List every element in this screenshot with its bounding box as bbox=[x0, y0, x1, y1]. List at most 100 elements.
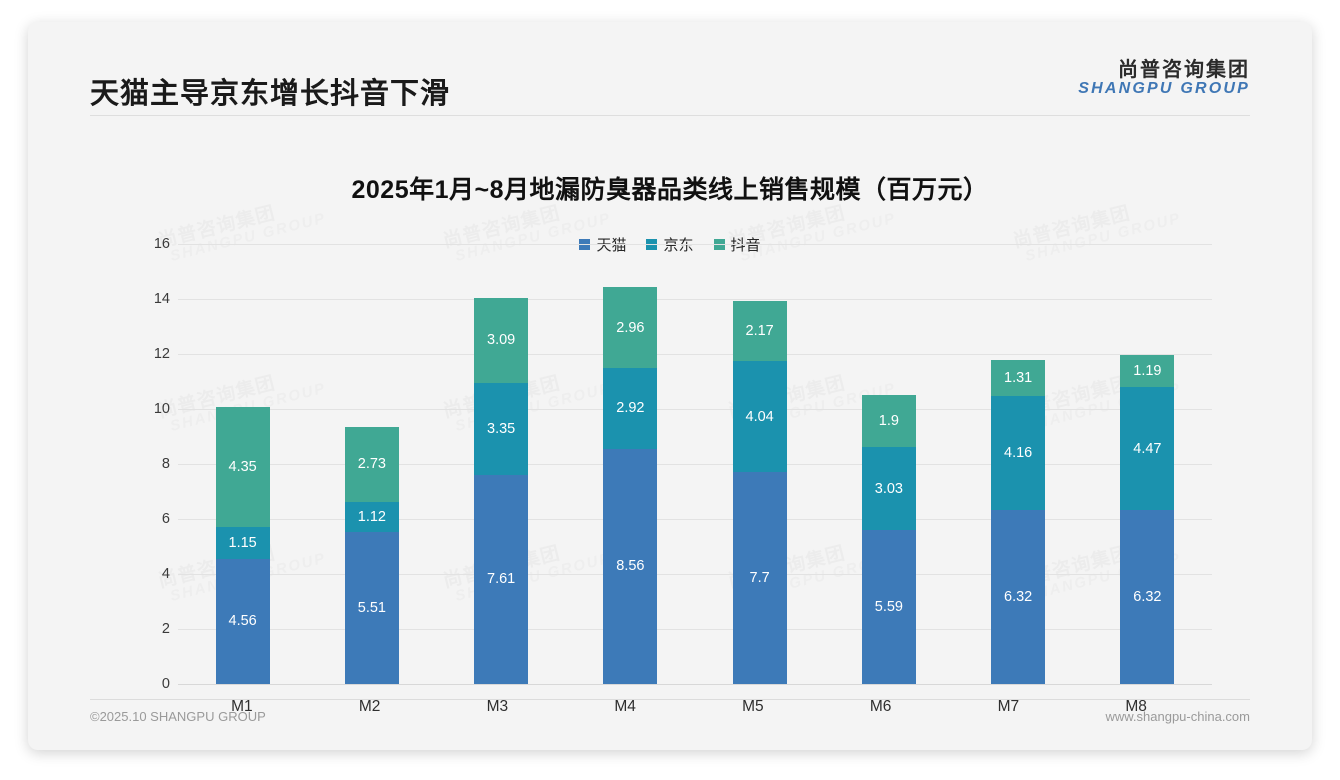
gridline bbox=[178, 574, 1212, 575]
bar-segment-抖音[interactable]: 2.73 bbox=[344, 426, 399, 502]
y-axis-tick-label: 12 bbox=[153, 346, 170, 362]
bar-value-label: 8.56 bbox=[616, 558, 645, 575]
bar-segment-抖音[interactable]: 1.31 bbox=[991, 359, 1046, 396]
bar-value-label: 5.59 bbox=[874, 599, 903, 616]
stacked-bar[interactable]: 8.56 2.92 2.96 bbox=[603, 286, 658, 684]
brand-logo: 尚普咨询集团 SHANGPU GROUP bbox=[1078, 60, 1250, 98]
chart-title: 2025年1月~8月地漏防臭器品类线上销售规模（百万元） bbox=[351, 176, 989, 204]
bar-segment-天猫[interactable]: 7.61 bbox=[474, 474, 529, 684]
bar-group-M5: 7.7 4.04 2.17 bbox=[695, 244, 824, 684]
stacked-bar[interactable]: 6.32 4.16 1.31 bbox=[991, 359, 1046, 684]
brand-logo-cn: 尚普咨询集团 bbox=[1118, 59, 1250, 81]
gridline bbox=[178, 519, 1212, 520]
bar-segment-抖音[interactable]: 1.19 bbox=[1120, 354, 1175, 388]
bar-value-label: 4.04 bbox=[745, 408, 774, 425]
bar-segment-抖音[interactable]: 3.09 bbox=[474, 297, 529, 383]
x-axis-label-M1: M1 bbox=[231, 698, 253, 715]
bar-segment-抖音[interactable]: 1.9 bbox=[861, 394, 916, 447]
slide-header: 天猫主导京东增长抖音下滑 尚普咨询集团 SHANGPU GROUP bbox=[28, 22, 1312, 116]
stacked-bar[interactable]: 4.56 1.15 4.35 bbox=[215, 407, 270, 684]
bar-value-label: 5.51 bbox=[357, 600, 386, 617]
bar-value-label: 4.16 bbox=[1004, 445, 1033, 461]
bar-value-label: 3.03 bbox=[874, 480, 903, 497]
gridline bbox=[178, 354, 1212, 355]
bar-segment-天猫[interactable]: 6.32 bbox=[1120, 510, 1175, 684]
bar-value-label: 3.35 bbox=[487, 420, 516, 437]
bar-segment-京东[interactable]: 3.35 bbox=[474, 382, 529, 475]
y-axis-tick-label: 16 bbox=[153, 236, 170, 252]
bar-value-label: 7.7 bbox=[749, 570, 770, 587]
y-axis-tick-label: 6 bbox=[161, 511, 170, 527]
bar-value-label: 7.61 bbox=[487, 571, 516, 588]
bar-value-label: 2.73 bbox=[357, 456, 386, 473]
bar-segment-京东[interactable]: 2.92 bbox=[603, 368, 658, 449]
stacked-bar[interactable]: 6.32 4.47 1.19 bbox=[1120, 354, 1175, 684]
bar-value-label: 6.32 bbox=[1133, 589, 1162, 606]
bar-value-label: 3.09 bbox=[487, 332, 516, 349]
chart-plot-area: 0 2 4 6 8 10 12 14 16 4.56 1.15 4.35 5.51 1.12 2.73 7.… bbox=[140, 236, 1212, 692]
bar-value-label: 1.9 bbox=[878, 412, 899, 429]
chart-x-axis: M1 M2 M3 M4 M5 M6 M7 M8 bbox=[178, 698, 1200, 716]
bar-group-M1: 4.56 1.15 4.35 bbox=[178, 244, 307, 684]
page-title: 天猫主导京东增长抖音下滑 bbox=[90, 78, 451, 110]
chart-bars: 4.56 1.15 4.35 5.51 1.12 2.73 7.61 3.35 3.09 8.56… bbox=[178, 244, 1212, 684]
stacked-bar[interactable]: 5.59 3.03 1.9 bbox=[861, 394, 916, 684]
bar-segment-京东[interactable]: 4.04 bbox=[732, 361, 787, 473]
bar-value-label: 4.47 bbox=[1133, 440, 1162, 457]
bar-value-label: 4.56 bbox=[228, 613, 257, 630]
gridline bbox=[178, 409, 1212, 410]
gridline bbox=[178, 629, 1212, 630]
bar-segment-京东[interactable]: 4.16 bbox=[991, 395, 1046, 511]
header-divider bbox=[90, 115, 1250, 116]
footer-copyright: ©2025.10 SHANGPU GROUP bbox=[90, 709, 266, 724]
bar-group-M2: 5.51 1.12 2.73 bbox=[307, 244, 436, 684]
bar-group-M7: 6.32 4.16 1.31 bbox=[954, 244, 1083, 684]
bar-segment-天猫[interactable]: 8.56 bbox=[603, 448, 658, 684]
slide-card: 尚普咨询集团 SHANGPU GROUP 尚普咨询集团 SHANGPU GROUP 尚普… bbox=[28, 22, 1312, 750]
bar-group-M8: 6.32 4.47 1.19 bbox=[1083, 244, 1212, 684]
y-axis-tick-label: 2 bbox=[161, 621, 170, 637]
bar-segment-抖音[interactable]: 2.96 bbox=[603, 286, 658, 369]
footer-website[interactable]: www.shangpu-china.com bbox=[1105, 709, 1250, 724]
bar-value-label: 1.19 bbox=[1133, 362, 1162, 379]
legend-label: 抖音 bbox=[730, 237, 761, 254]
gridline bbox=[178, 464, 1212, 465]
x-axis-label-M2: M2 bbox=[358, 698, 381, 715]
x-axis-label-M4: M4 bbox=[614, 698, 636, 715]
gridline bbox=[178, 244, 1212, 245]
bar-segment-天猫[interactable]: 5.59 bbox=[861, 530, 916, 684]
brand-logo-en: SHANGPU GROUP bbox=[1078, 80, 1250, 97]
bar-group-M4: 8.56 2.92 2.96 bbox=[566, 244, 695, 684]
bar-value-label: 2.96 bbox=[616, 319, 645, 336]
x-axis-label-M3: M3 bbox=[486, 698, 509, 715]
bar-segment-京东[interactable]: 1.12 bbox=[344, 501, 399, 533]
footer-divider bbox=[90, 699, 1250, 700]
stacked-bar[interactable]: 5.51 1.12 2.73 bbox=[344, 426, 399, 684]
bar-segment-天猫[interactable]: 4.56 bbox=[215, 558, 270, 684]
bar-value-label: 2.92 bbox=[616, 400, 645, 417]
legend-label: 天猫 bbox=[596, 237, 627, 254]
y-axis-tick-label: 10 bbox=[153, 401, 170, 417]
gridline bbox=[178, 299, 1212, 300]
y-axis-tick-label: 8 bbox=[161, 456, 170, 472]
bar-value-label: 2.17 bbox=[745, 323, 774, 340]
bar-segment-京东[interactable]: 4.47 bbox=[1120, 387, 1175, 511]
bar-segment-京东[interactable]: 3.03 bbox=[861, 446, 916, 531]
bar-segment-京东[interactable]: 1.15 bbox=[215, 526, 270, 559]
bar-segment-抖音[interactable]: 4.35 bbox=[215, 407, 270, 527]
stacked-bar[interactable]: 7.61 3.35 3.09 bbox=[474, 297, 529, 684]
bar-group-M6: 5.59 3.03 1.9 bbox=[824, 244, 953, 684]
chart-gridlines: 0 2 4 6 8 10 12 14 16 bbox=[140, 236, 1212, 692]
bar-value-label: 6.32 bbox=[1004, 589, 1033, 606]
stacked-bar[interactable]: 7.7 4.04 2.17 bbox=[732, 301, 787, 684]
bar-segment-抖音[interactable]: 2.17 bbox=[732, 301, 787, 362]
x-axis-label-M8: M8 bbox=[1125, 698, 1147, 715]
bar-segment-天猫[interactable]: 6.32 bbox=[991, 510, 1046, 684]
gridline bbox=[178, 684, 1212, 685]
bar-segment-天猫[interactable]: 7.7 bbox=[732, 472, 787, 684]
bar-group-M3: 7.61 3.35 3.09 bbox=[437, 244, 566, 684]
x-axis-label-M6: M6 bbox=[869, 698, 892, 715]
bar-value-label: 1.12 bbox=[357, 509, 386, 526]
legend-label: 京东 bbox=[663, 237, 694, 254]
bar-segment-天猫[interactable]: 5.51 bbox=[344, 532, 399, 684]
